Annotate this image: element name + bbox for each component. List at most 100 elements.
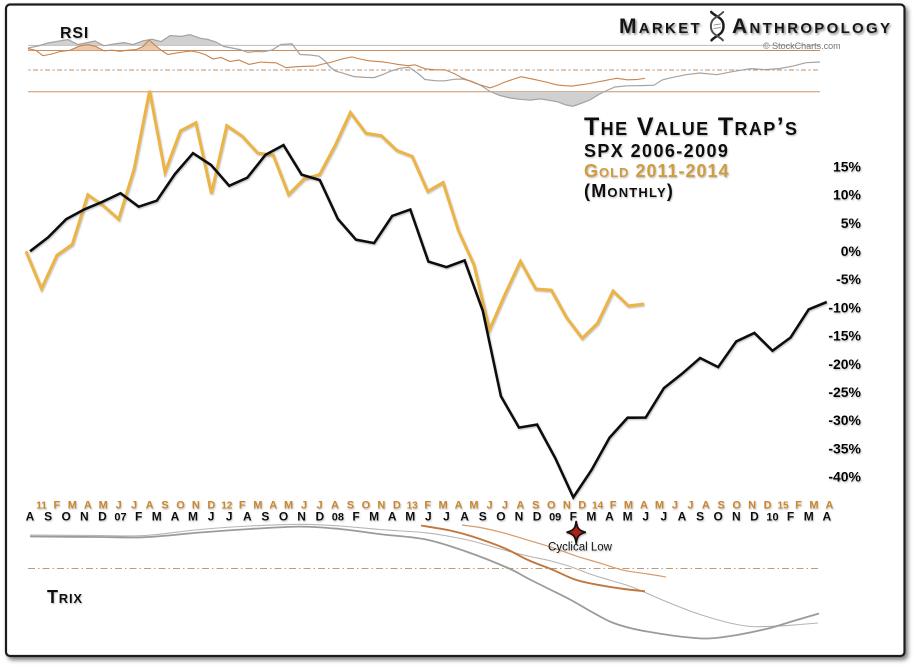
svg-text:D: D <box>315 510 324 524</box>
svg-text:12: 12 <box>221 501 233 512</box>
svg-text:D: D <box>578 500 586 512</box>
svg-text:A: A <box>84 500 92 512</box>
svg-text:J: J <box>486 500 492 512</box>
svg-text:O: O <box>547 500 556 512</box>
svg-text:J: J <box>226 510 233 524</box>
svg-text:F: F <box>610 500 617 512</box>
svg-text:F: F <box>135 510 142 524</box>
svg-text:M: M <box>188 510 198 524</box>
svg-text:-5%: -5% <box>836 271 861 287</box>
svg-text:J: J <box>502 500 508 512</box>
svg-text:A: A <box>243 510 252 524</box>
svg-text:13: 13 <box>407 501 419 512</box>
svg-text:F: F <box>424 500 431 512</box>
svg-text:M: M <box>152 510 162 524</box>
svg-text:J: J <box>301 500 307 512</box>
svg-text:F: F <box>54 500 61 512</box>
svg-text:(Monthly): (Monthly) <box>584 181 674 201</box>
svg-text:M: M <box>439 500 448 512</box>
svg-text:D: D <box>207 500 215 512</box>
svg-text:A: A <box>825 500 833 512</box>
svg-text:-35%: -35% <box>828 440 861 456</box>
svg-text:S: S <box>532 500 539 512</box>
svg-text:Gold 2011-2014: Gold 2011-2014 <box>584 161 730 181</box>
svg-text:N: N <box>563 500 571 512</box>
svg-text:The Value Trap’s: The Value Trap’s <box>584 113 798 141</box>
svg-text:S: S <box>696 510 704 524</box>
svg-text:A: A <box>640 500 648 512</box>
svg-text:08: 08 <box>332 512 344 524</box>
svg-text:M: M <box>804 510 814 524</box>
svg-text:Trix: Trix <box>47 587 83 607</box>
svg-text:M: M <box>253 500 262 512</box>
svg-text:0%: 0% <box>841 243 862 259</box>
svg-text:10: 10 <box>766 512 778 524</box>
svg-text:M: M <box>655 500 664 512</box>
svg-text:A: A <box>171 510 180 524</box>
svg-text:N: N <box>80 510 89 524</box>
svg-text:07: 07 <box>114 512 126 524</box>
svg-text:Market: Market <box>619 15 702 38</box>
svg-text:D: D <box>393 500 401 512</box>
svg-text:14: 14 <box>592 501 604 512</box>
svg-text:A: A <box>331 500 339 512</box>
svg-text:F: F <box>352 510 359 524</box>
svg-text:F: F <box>570 510 577 524</box>
svg-text:A: A <box>822 510 831 524</box>
svg-text:S: S <box>261 510 269 524</box>
svg-text:D: D <box>750 510 759 524</box>
svg-text:J: J <box>687 500 693 512</box>
svg-text:A: A <box>388 510 397 524</box>
svg-text:M: M <box>469 500 478 512</box>
svg-text:O: O <box>62 510 71 524</box>
svg-text:J: J <box>425 510 432 524</box>
svg-text:J: J <box>131 500 137 512</box>
svg-text:J: J <box>208 510 215 524</box>
svg-text:A: A <box>455 500 463 512</box>
svg-text:A: A <box>516 500 524 512</box>
svg-text:S: S <box>161 500 168 512</box>
svg-text:10%: 10% <box>833 187 862 203</box>
svg-text:M: M <box>369 510 379 524</box>
svg-text:RSI: RSI <box>60 25 89 42</box>
svg-text:J: J <box>317 500 323 512</box>
svg-text:M: M <box>405 510 415 524</box>
svg-text:M: M <box>624 500 633 512</box>
svg-text:Anthropology: Anthropology <box>732 15 892 38</box>
svg-text:A: A <box>460 510 469 524</box>
svg-text:J: J <box>642 510 649 524</box>
svg-text:D: D <box>764 500 772 512</box>
svg-text:N: N <box>192 500 200 512</box>
svg-text:© StockCharts.com: © StockCharts.com <box>763 41 841 51</box>
svg-text:S: S <box>718 500 725 512</box>
svg-text:M: M <box>586 510 596 524</box>
svg-text:15: 15 <box>777 501 789 512</box>
svg-text:J: J <box>661 510 668 524</box>
svg-text:-15%: -15% <box>828 328 861 344</box>
svg-text:5%: 5% <box>841 215 862 231</box>
svg-text:O: O <box>496 510 505 524</box>
svg-text:O: O <box>362 500 371 512</box>
svg-text:M: M <box>809 500 818 512</box>
svg-text:M: M <box>623 510 633 524</box>
svg-text:M: M <box>68 500 77 512</box>
svg-text:J: J <box>116 500 122 512</box>
svg-text:Cyclical Low: Cyclical Low <box>548 542 613 554</box>
svg-text:A: A <box>678 510 687 524</box>
svg-text:-10%: -10% <box>828 299 861 315</box>
svg-text:S: S <box>479 510 487 524</box>
svg-text:A: A <box>702 500 710 512</box>
svg-text:O: O <box>714 510 723 524</box>
svg-text:O: O <box>732 500 741 512</box>
svg-text:F: F <box>795 500 802 512</box>
svg-text:-40%: -40% <box>828 469 861 485</box>
svg-text:O: O <box>176 500 185 512</box>
svg-text:F: F <box>787 510 794 524</box>
svg-text:N: N <box>748 500 756 512</box>
svg-text:A: A <box>269 500 277 512</box>
svg-text:O: O <box>279 510 288 524</box>
svg-text:-20%: -20% <box>828 356 861 372</box>
svg-text:-25%: -25% <box>828 384 861 400</box>
svg-text:N: N <box>732 510 741 524</box>
svg-text:M: M <box>284 500 293 512</box>
